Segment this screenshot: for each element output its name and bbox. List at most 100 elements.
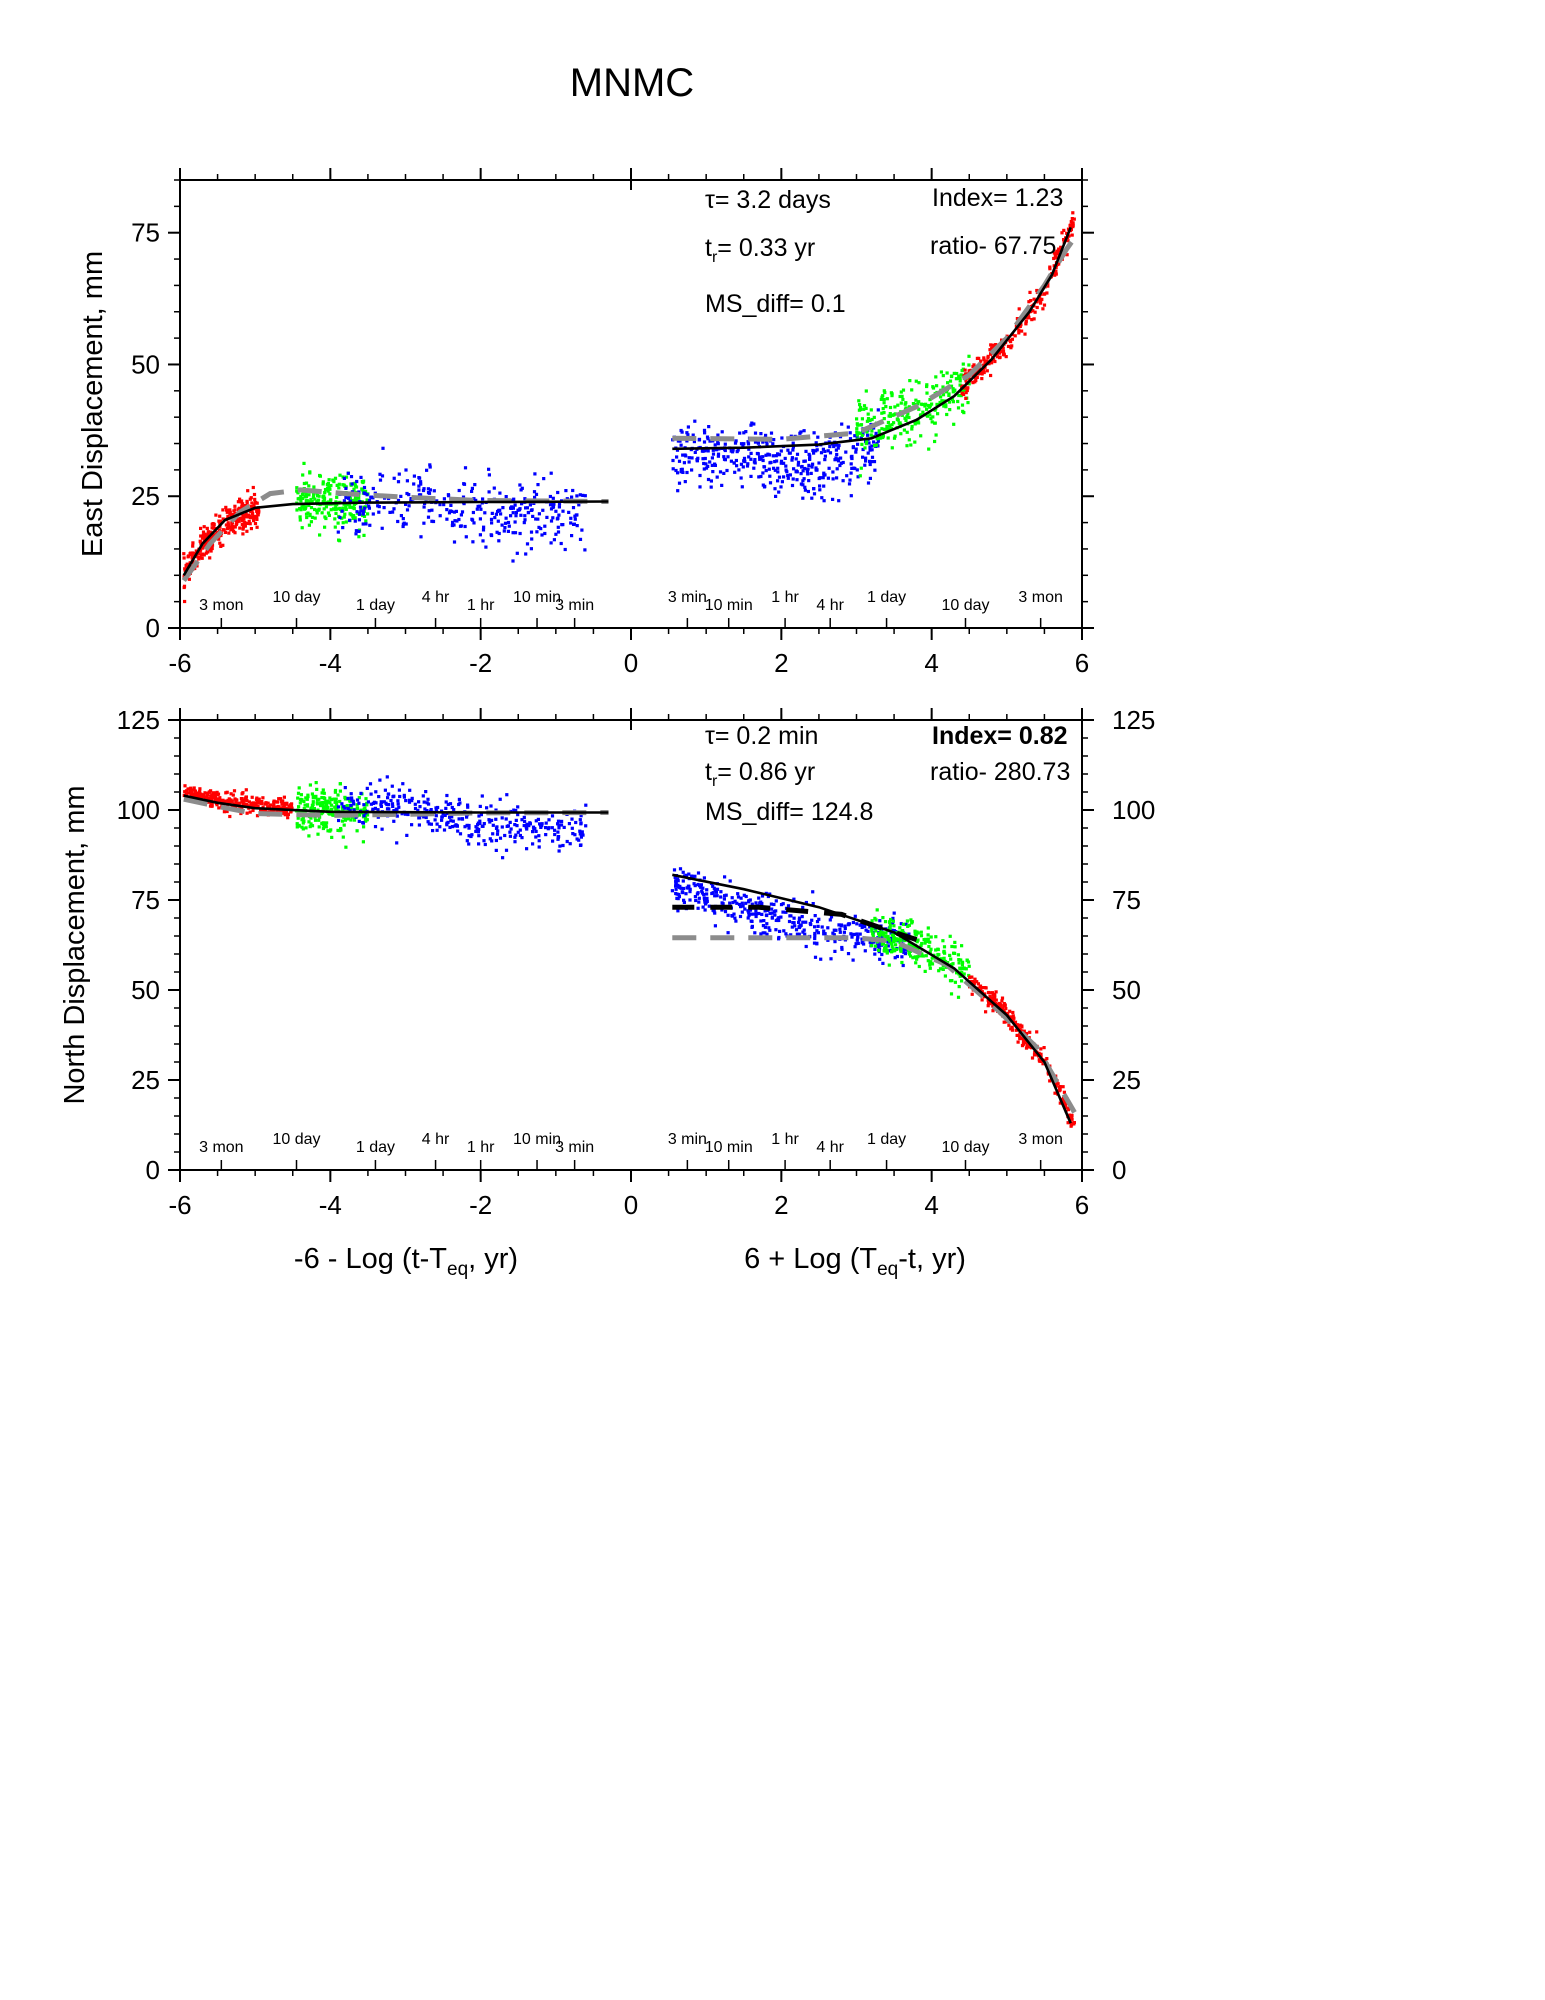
- east-late-point: [801, 496, 805, 500]
- north-late-point: [813, 931, 817, 936]
- north-early-point: [231, 793, 235, 797]
- east-mid-point: [348, 497, 352, 501]
- east-early-point: [249, 527, 253, 531]
- east-late-point: [512, 497, 516, 501]
- east-mid-point: [298, 518, 302, 522]
- east-early-point: [1027, 316, 1031, 320]
- north-mid-point: [340, 819, 345, 823]
- north-late-point: [757, 896, 761, 900]
- east-late-point: [504, 516, 508, 520]
- east-late-point: [354, 532, 358, 536]
- east-mid-point: [316, 498, 321, 502]
- east-mid-point: [306, 499, 310, 503]
- east-late-point: [496, 509, 500, 514]
- north-mid-point: [335, 803, 339, 807]
- east-early-point: [995, 355, 999, 359]
- north-ytick-label: 100: [117, 795, 160, 825]
- east-mid-point: [323, 491, 327, 495]
- north-early-point: [1054, 1084, 1058, 1088]
- north-late-point: [351, 799, 355, 803]
- east-mid-point: [947, 393, 951, 397]
- north-early-point: [192, 792, 196, 796]
- north-early-point: [1042, 1046, 1046, 1050]
- east-late-point: [807, 463, 811, 467]
- north-late-point: [480, 794, 484, 798]
- north-mid-point: [885, 948, 889, 952]
- figure-title: MNMC: [570, 61, 694, 105]
- east-late-point: [683, 453, 687, 457]
- east-mid-point: [913, 422, 917, 426]
- north-mid-point: [341, 835, 345, 839]
- north-late-point: [750, 902, 754, 906]
- east-mid-point: [299, 499, 303, 503]
- east-late-point: [695, 459, 699, 463]
- north-late-point: [534, 835, 538, 839]
- east-early-point: [243, 524, 247, 528]
- north-late-point: [571, 832, 575, 836]
- east-late-point: [506, 529, 510, 533]
- east-mid-point: [321, 480, 325, 484]
- east-xtick-label: -6: [168, 648, 191, 678]
- east-late-point: [397, 472, 401, 476]
- north-late-point: [376, 808, 380, 812]
- east-mid-point: [888, 424, 892, 428]
- east-late-point: [501, 506, 505, 510]
- east-late-point: [785, 470, 789, 474]
- north-mid-point: [900, 960, 904, 965]
- north-tr-subscript: r: [712, 773, 718, 790]
- east-late-point: [532, 490, 537, 494]
- east-early-point: [227, 531, 231, 535]
- east-early-point: [1035, 288, 1039, 293]
- east-late-point: [722, 457, 727, 461]
- east-late-point: [711, 452, 716, 456]
- north-mid-point: [870, 943, 874, 948]
- east-late-point: [435, 499, 439, 503]
- east-late-point: [791, 477, 795, 481]
- north-mid-point: [310, 824, 315, 828]
- north-mid-point: [336, 828, 340, 832]
- north-late-point: [514, 818, 518, 822]
- east-late-point: [786, 476, 790, 480]
- north-early-point: [254, 804, 258, 808]
- east-early-point: [1072, 217, 1076, 221]
- east-late-point: [405, 491, 409, 496]
- north-mid-point: [937, 969, 941, 973]
- east-early-point: [245, 521, 250, 525]
- north-early-point: [1002, 1002, 1006, 1006]
- north-early-point: [988, 994, 992, 999]
- east-late-point: [806, 472, 810, 476]
- north-late-point: [778, 929, 782, 933]
- east-mid-point: [862, 404, 867, 408]
- east-mid-point: [891, 413, 895, 417]
- north-late-point: [710, 891, 714, 896]
- east-mid-point: [882, 417, 886, 421]
- east-mid-point: [298, 515, 302, 519]
- north-late-point: [720, 908, 724, 912]
- east-late-point: [734, 439, 738, 443]
- east-mid-point: [865, 419, 869, 423]
- east-mid-point: [904, 418, 908, 422]
- east-mid-point: [958, 383, 962, 387]
- east-mid-point: [335, 503, 339, 507]
- north-early-point: [1027, 1045, 1031, 1049]
- east-late-point: [457, 517, 461, 522]
- east-late-point: [866, 481, 871, 485]
- north-early-point: [250, 795, 254, 799]
- north-late-point: [750, 924, 754, 928]
- north-mid-point: [315, 798, 319, 802]
- east-mid-point: [307, 503, 311, 507]
- north-late-point: [348, 808, 352, 812]
- east-late-point: [422, 505, 426, 509]
- east-early-point: [221, 517, 225, 521]
- east-early-point: [244, 513, 248, 518]
- north-early-point: [1056, 1082, 1060, 1086]
- east-early-point: [986, 354, 990, 358]
- east-late-point: [548, 503, 553, 507]
- east-late-point: [758, 455, 762, 459]
- north-late-point: [855, 938, 859, 942]
- north-late-point: [525, 822, 529, 826]
- east-late-point: [496, 519, 500, 523]
- east-late-point: [753, 458, 757, 462]
